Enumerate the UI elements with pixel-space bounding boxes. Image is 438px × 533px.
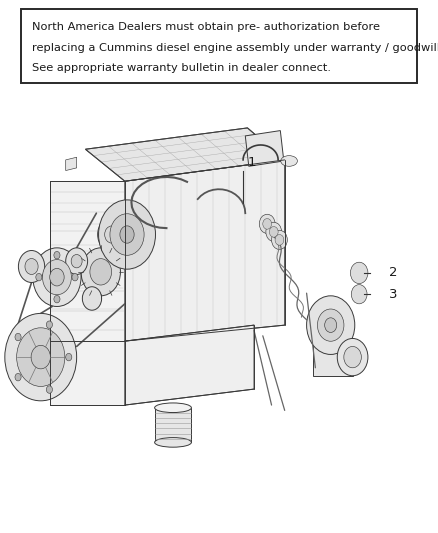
Circle shape: [259, 214, 275, 233]
Circle shape: [269, 227, 278, 237]
Circle shape: [263, 219, 272, 229]
Text: 1: 1: [247, 156, 256, 169]
Circle shape: [66, 353, 72, 361]
Circle shape: [17, 328, 65, 386]
Circle shape: [120, 226, 134, 243]
Ellipse shape: [155, 403, 191, 413]
Polygon shape: [125, 160, 285, 341]
Circle shape: [110, 214, 144, 255]
Circle shape: [307, 296, 355, 354]
Ellipse shape: [155, 438, 191, 447]
Circle shape: [90, 259, 112, 285]
Circle shape: [46, 386, 53, 393]
Polygon shape: [50, 181, 125, 341]
Circle shape: [71, 255, 82, 268]
Polygon shape: [50, 341, 125, 405]
Circle shape: [344, 346, 361, 368]
Circle shape: [42, 260, 71, 295]
Circle shape: [99, 200, 155, 269]
Circle shape: [25, 259, 38, 274]
Text: replacing a Cummins diesel engine assembly under warranty / goodwill.: replacing a Cummins diesel engine assemb…: [32, 43, 438, 53]
Circle shape: [15, 333, 21, 341]
Ellipse shape: [281, 156, 297, 166]
Text: 3: 3: [389, 288, 397, 301]
Text: See appropriate warranty bulletin in dealer connect.: See appropriate warranty bulletin in dea…: [32, 63, 331, 73]
Text: 2: 2: [389, 266, 397, 279]
Circle shape: [350, 262, 368, 284]
Circle shape: [18, 251, 45, 282]
Circle shape: [337, 338, 368, 376]
Circle shape: [15, 374, 21, 381]
Circle shape: [266, 222, 282, 241]
Circle shape: [98, 217, 126, 252]
Circle shape: [81, 248, 120, 296]
Circle shape: [54, 295, 60, 303]
Circle shape: [50, 269, 64, 286]
Polygon shape: [245, 131, 284, 166]
FancyBboxPatch shape: [21, 9, 417, 83]
Text: North America Dealers must obtain pre- authorization before: North America Dealers must obtain pre- a…: [32, 22, 380, 33]
Circle shape: [66, 248, 88, 274]
Polygon shape: [155, 408, 191, 442]
Circle shape: [33, 248, 81, 306]
Circle shape: [5, 313, 77, 401]
Circle shape: [351, 285, 367, 304]
Polygon shape: [66, 157, 77, 171]
Polygon shape: [85, 128, 285, 181]
Circle shape: [272, 230, 287, 249]
Circle shape: [105, 226, 119, 243]
Polygon shape: [125, 325, 254, 405]
Polygon shape: [313, 338, 353, 376]
Circle shape: [36, 273, 42, 281]
Circle shape: [31, 345, 50, 369]
Circle shape: [318, 309, 344, 341]
Circle shape: [82, 287, 102, 310]
Circle shape: [46, 321, 53, 328]
Circle shape: [54, 252, 60, 259]
Circle shape: [275, 235, 284, 245]
Circle shape: [72, 273, 78, 281]
Circle shape: [325, 318, 337, 333]
